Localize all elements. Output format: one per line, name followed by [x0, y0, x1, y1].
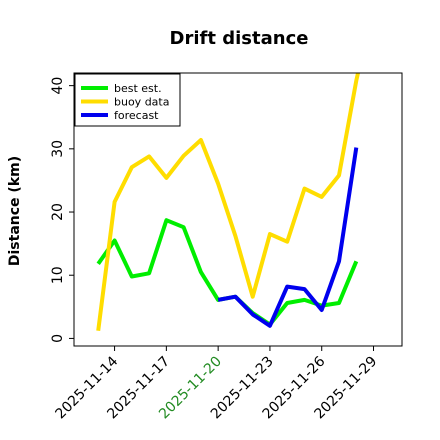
- y-tick-label: 30: [50, 140, 66, 158]
- plot-lines: [96, 72, 360, 332]
- x-ticks: 2025-11-142025-11-172025-11-202025-11-23…: [53, 346, 380, 422]
- plot-frame: [73, 72, 403, 347]
- y-ticks: 0 10 20 30 40: [50, 77, 74, 343]
- chart-title: Drift distance: [170, 28, 309, 49]
- y-tick-label: 10: [50, 266, 66, 284]
- legend-label: forecast: [114, 109, 159, 122]
- y-tick-label: 40: [50, 77, 66, 95]
- legend-label: buoy data: [114, 96, 169, 109]
- series-line-forecast: [217, 147, 359, 328]
- y-tick-label: 0: [50, 334, 66, 343]
- legend-label: best est.: [114, 82, 162, 95]
- series-line-best-est-: [96, 218, 359, 327]
- y-axis-label: Distance (km): [7, 156, 23, 266]
- series-line-buoy-data: [96, 72, 360, 332]
- y-tick-label: 20: [50, 203, 66, 221]
